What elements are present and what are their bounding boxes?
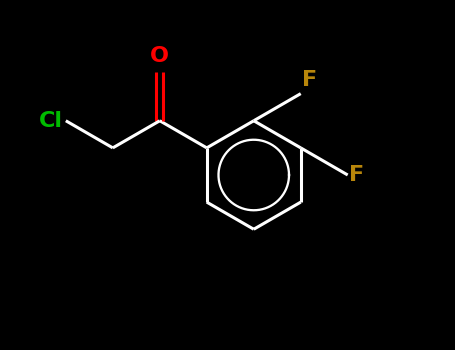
Text: O: O: [150, 46, 169, 66]
Text: Cl: Cl: [39, 111, 63, 131]
Text: F: F: [349, 165, 364, 185]
Text: F: F: [303, 70, 318, 90]
